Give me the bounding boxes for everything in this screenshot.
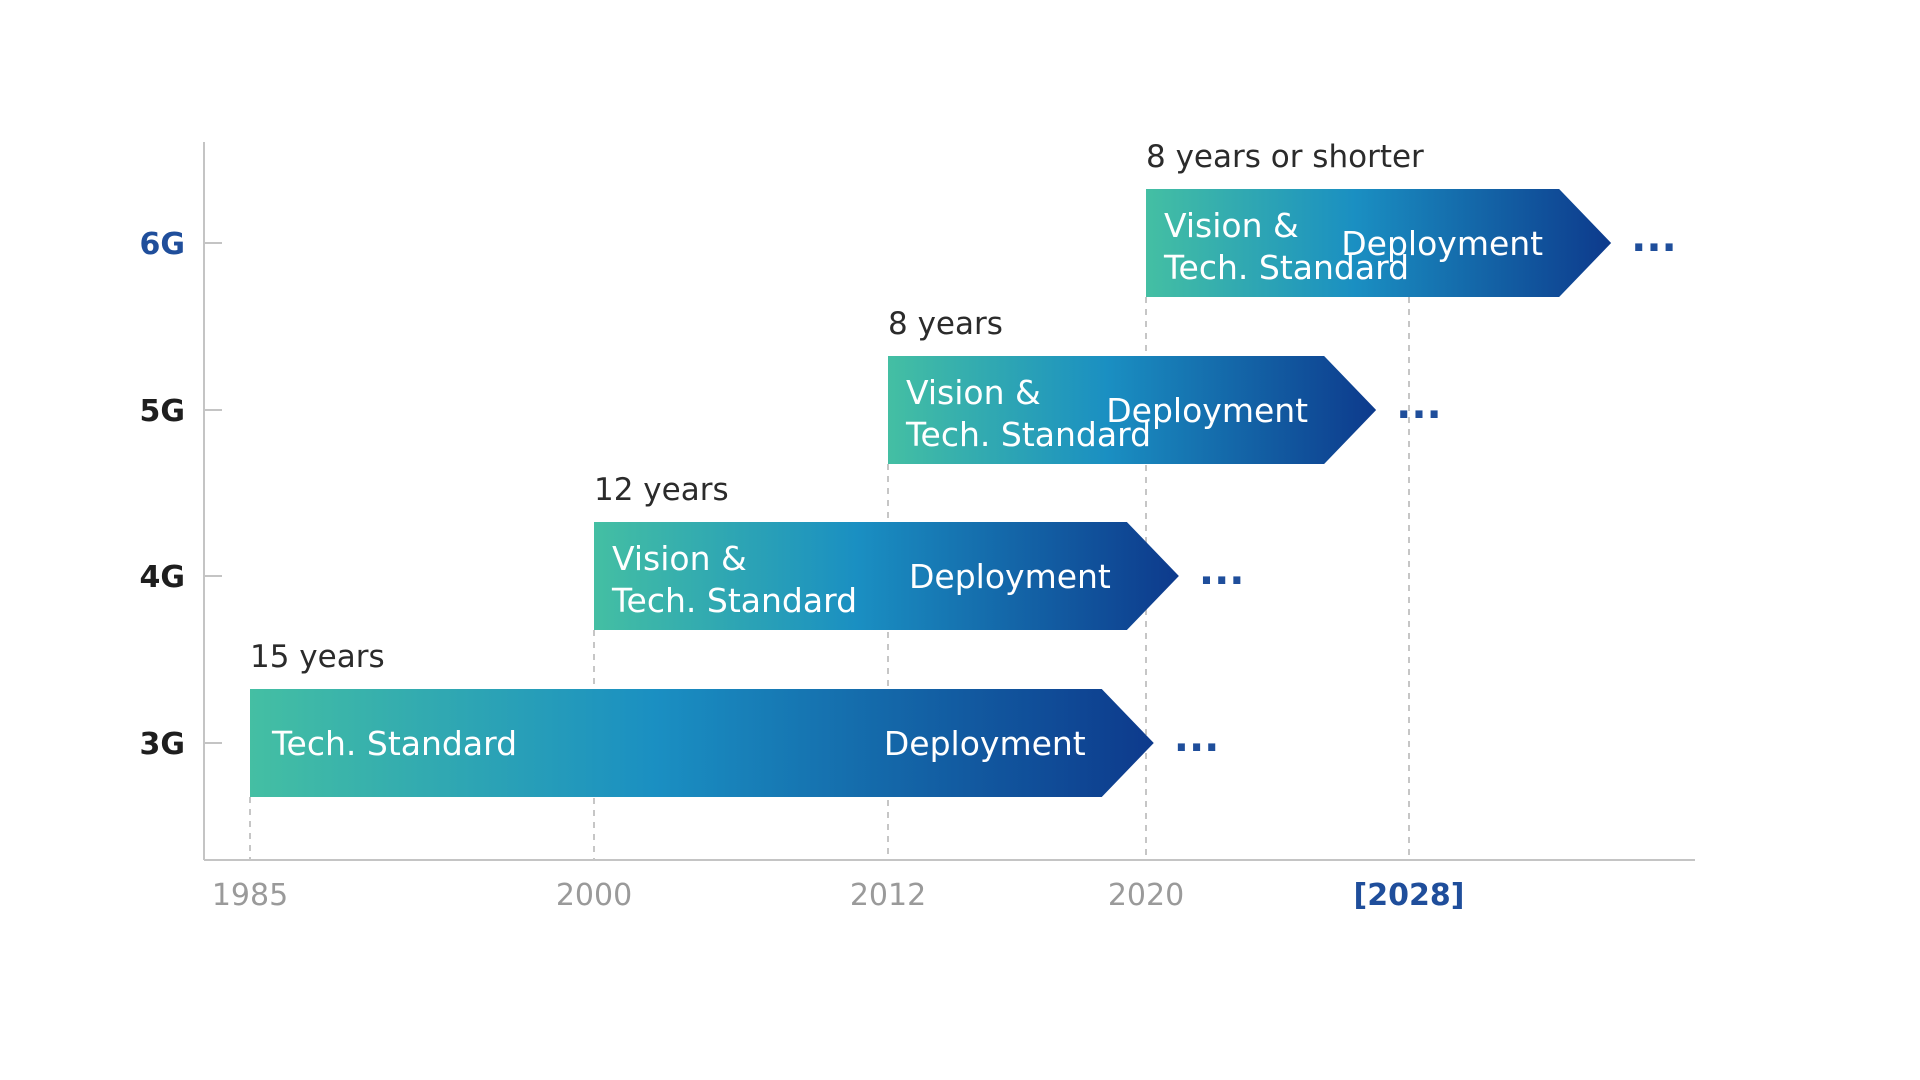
year-label: 2020: [1108, 878, 1184, 913]
phase-label-standard: Tech. Standard: [905, 415, 1151, 454]
phase-label-deployment: Deployment: [884, 724, 1086, 763]
year-axis-labels: 1985 2000 2012 2020 [2028]: [212, 878, 1465, 913]
phase-label-standard: Vision &: [612, 539, 747, 578]
generation-arrow-bar: [1146, 189, 1612, 297]
generation-label: 4G: [140, 560, 186, 595]
duration-label: 8 years: [888, 306, 1003, 342]
duration-label: 12 years: [594, 472, 729, 508]
phase-label-standard: Tech. Standard: [271, 724, 517, 763]
phase-label-deployment: Deployment: [909, 557, 1111, 596]
generation-label: 5G: [140, 394, 186, 429]
generation-ticks: 3G 4G 5G 6G: [140, 227, 222, 762]
generation-label: 6G: [140, 227, 186, 262]
duration-label: 15 years: [250, 639, 385, 675]
generation-arrow-bar: [250, 689, 1154, 797]
phase-label-standard: Tech. Standard: [611, 581, 857, 620]
year-label: [2028]: [1354, 878, 1465, 913]
generation-label: 3G: [140, 727, 186, 762]
phase-label-standard: Vision &: [1164, 206, 1299, 245]
duration-label: 8 years or shorter: [1146, 139, 1424, 175]
phase-label-standard: Tech. Standard: [1163, 248, 1409, 287]
continuation-ellipsis: ...: [1174, 715, 1220, 761]
generation-arrow-bar: [888, 356, 1377, 464]
continuation-ellipsis: ...: [1631, 215, 1677, 261]
phase-label-deployment: Deployment: [1341, 224, 1543, 263]
generation-arrow-bar: [594, 522, 1179, 630]
continuation-ellipsis: ...: [1199, 548, 1245, 594]
phase-label-deployment: Deployment: [1106, 391, 1308, 430]
year-label: 2012: [850, 878, 926, 913]
year-label: 2000: [556, 878, 632, 913]
year-label: 1985: [212, 878, 288, 913]
phase-label-standard: Vision &: [906, 373, 1041, 412]
continuation-ellipsis: ...: [1396, 382, 1442, 428]
